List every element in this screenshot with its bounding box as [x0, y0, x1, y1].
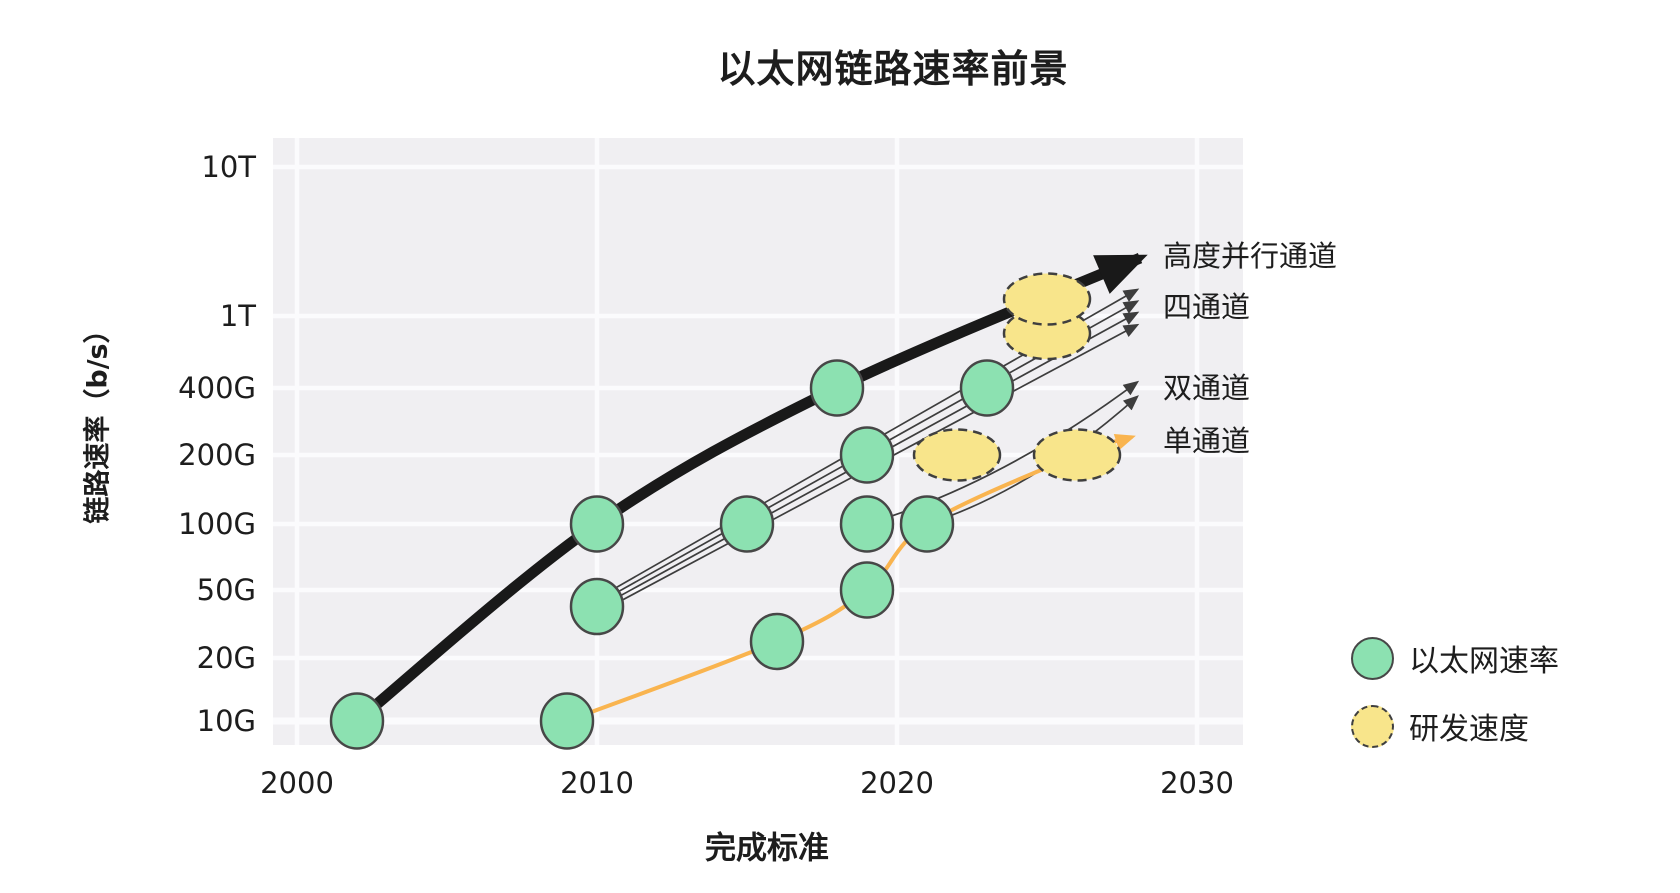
ethernet-rate-points	[329, 359, 1015, 750]
research-point-2026-200G	[1032, 428, 1122, 482]
trend-label-3: 双通道	[1163, 371, 1251, 406]
research-speed-points	[912, 272, 1122, 482]
x-tick-label-2010: 2010	[560, 766, 634, 800]
ethernet-point-2010-100G	[569, 495, 625, 553]
ethernet-point-2019-200G	[839, 426, 895, 484]
legend-item-research: 研发速度	[1351, 704, 1559, 748]
research-point-2025-~1.3T	[1002, 272, 1092, 326]
ethernet-point-2015-100G	[719, 495, 775, 553]
x-tick-label-2030: 2030	[1160, 766, 1234, 800]
y-tick-label-10T: 10T	[201, 150, 256, 184]
research-point-2022-200G	[912, 428, 1002, 482]
y-tick-label-200G: 200G	[178, 438, 256, 472]
ethernet-point-2023-400G	[959, 359, 1015, 417]
ethernet-point-2019-50G	[839, 561, 895, 619]
ethernet-point-2019-100G	[839, 495, 895, 553]
legend: 以太网速率 研发速度	[1351, 636, 1559, 772]
y-tick-label-1T: 1T	[219, 299, 256, 333]
ethernet-point-2016-25G	[749, 612, 805, 671]
legend-label-research: 研发速度	[1409, 712, 1529, 747]
ethernet-point-2021-100G	[899, 495, 955, 553]
y-tick-label-20G: 20G	[196, 641, 256, 675]
y-tick-label-10G: 10G	[196, 704, 256, 738]
chart-title: 以太网链路速率前景	[717, 47, 1069, 91]
x-tick-label-2020: 2020	[860, 766, 934, 800]
ethernet-point-2010-40G	[569, 577, 625, 636]
legend-item-ethernet: 以太网速率	[1351, 636, 1559, 680]
y-tick-label-50G: 50G	[196, 573, 256, 607]
ethernet-point-2009-10G	[539, 692, 595, 750]
trend-label-2: 四通道	[1163, 290, 1251, 325]
ethernet-point-2002-10G	[329, 692, 385, 750]
ethernet-point-2018-400G	[809, 359, 865, 417]
ethernet-rate-swatch-icon	[1351, 636, 1394, 680]
x-tick-label-2000: 2000	[260, 766, 334, 800]
y-tick-label-400G: 400G	[178, 371, 256, 405]
legend-label-ethernet: 以太网速率	[1409, 644, 1559, 679]
trend-label-1: 高度并行通道	[1163, 239, 1338, 274]
trend-label-4: 单通道	[1163, 424, 1251, 459]
y-tick-label-100G: 100G	[178, 507, 256, 541]
research-speed-swatch-icon	[1351, 704, 1394, 748]
x-axis-label: 完成标准	[705, 830, 829, 867]
